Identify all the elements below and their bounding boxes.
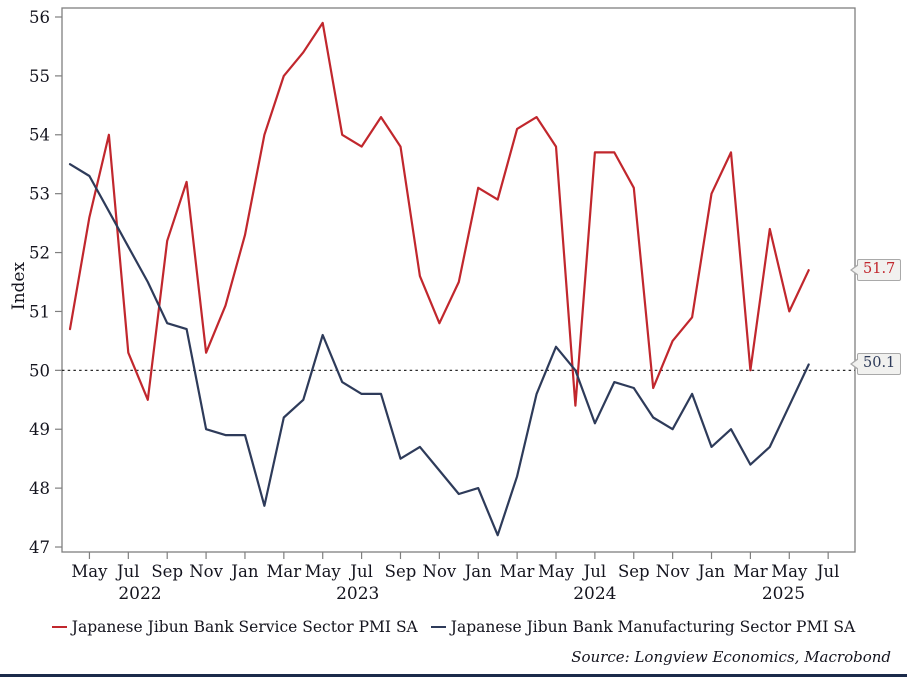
x-tick-label: May — [305, 562, 342, 581]
y-tick-label: 53 — [29, 185, 50, 204]
y-tick-label: 55 — [29, 67, 50, 86]
plot-frame — [61, 7, 856, 553]
series-dash-icon — [430, 625, 446, 629]
series-dash-icon — [51, 625, 67, 629]
series-line-services — [68, 21, 810, 407]
latest-value-callout-services: 51.7 — [850, 259, 902, 282]
source-note: Source: Longview Economics, Macrobond — [571, 648, 891, 666]
x-tick-label: Mar — [267, 562, 302, 581]
x-tick-label: Nov — [423, 562, 457, 581]
legend-item-manufacturing: Japanese Jibun Bank Manufacturing Sector… — [430, 618, 856, 636]
y-tick-label: 48 — [29, 479, 50, 498]
legend-label-services: Japanese Jibun Bank Service Sector PMI S… — [71, 618, 418, 636]
latest-value-callout-manufacturing: 50.1 — [850, 353, 902, 376]
y-tick-label: 47 — [29, 538, 50, 557]
y-tick-label: 54 — [29, 126, 50, 145]
callout-arrow-icon — [852, 359, 859, 370]
x-tick-label: Jul — [582, 562, 607, 581]
y-tick-label: 49 — [29, 420, 50, 439]
series-line-manufacturing — [68, 163, 810, 537]
y-tick-label: 50 — [29, 361, 50, 380]
legend-label-manufacturing: Japanese Jibun Bank Manufacturing Sector… — [450, 618, 856, 636]
y-tick-label: 52 — [29, 244, 50, 263]
x-tick-label: Nov — [189, 562, 223, 581]
year-label: 2025 — [762, 584, 805, 604]
x-tick-label: May — [71, 562, 108, 581]
x-tick-label: Nov — [656, 562, 690, 581]
callout-arrow-icon — [852, 265, 859, 276]
legend: Japanese Jibun Bank Service Sector PMI S… — [0, 618, 907, 636]
x-tick-label: Sep — [385, 562, 417, 581]
y-tick-label: 56 — [29, 8, 50, 27]
year-label: 2022 — [118, 584, 161, 604]
x-tick-label: Mar — [500, 562, 535, 581]
x-tick-label: Jan — [463, 562, 492, 581]
year-label: 2024 — [573, 584, 616, 604]
latest-value-services: 51.7 — [863, 261, 896, 278]
x-tick-label: May — [771, 562, 808, 581]
x-tick-label: May — [538, 562, 575, 581]
y-tick-label: 51 — [29, 302, 50, 321]
footer-bar — [0, 674, 907, 677]
year-label: 2023 — [336, 584, 379, 604]
x-tick-label: Mar — [733, 562, 768, 581]
x-tick-label: Jul — [815, 562, 840, 581]
x-tick-label: Jan — [229, 562, 258, 581]
legend-item-services: Japanese Jibun Bank Service Sector PMI S… — [51, 618, 418, 636]
x-tick-label: Sep — [151, 562, 183, 581]
latest-value-manufacturing: 50.1 — [863, 355, 896, 372]
x-tick-label: Jul — [348, 562, 373, 581]
x-tick-label: Sep — [618, 562, 650, 581]
x-tick-label: Jan — [696, 562, 725, 581]
x-tick-label: Jul — [115, 562, 140, 581]
